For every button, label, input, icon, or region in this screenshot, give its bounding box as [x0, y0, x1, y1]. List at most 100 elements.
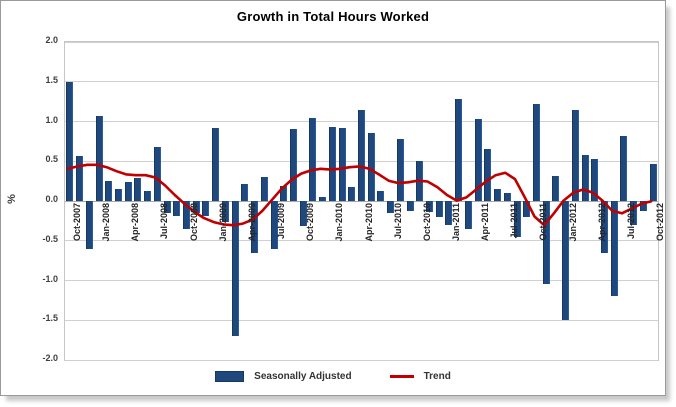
trend-line [66, 163, 653, 227]
chart-title: Growth in Total Hours Worked [236, 9, 430, 24]
y-tick-label: -0.5 [42, 233, 58, 244]
bar-Aug-2008 [163, 201, 171, 213]
bar-Feb-2009 [221, 201, 229, 222]
bar-Apr-2011 [474, 119, 482, 201]
gridline [65, 41, 658, 43]
bar-Jan-2011 [445, 201, 453, 225]
bar-Mar-2010 [348, 187, 356, 201]
y-axis-title: % [5, 194, 18, 204]
x-tick-label-Apr-2008: Apr-2008 [130, 203, 141, 242]
bar-Nov-2011 [542, 201, 550, 285]
x-tick-label-Apr-2012: Apr-2012 [596, 203, 607, 242]
bar-Dec-2007 [85, 201, 93, 249]
bar-Oct-2008 [183, 201, 191, 229]
trend-polyline [66, 163, 653, 227]
y-tick-label: -2.0 [42, 353, 58, 363]
bar-Feb-2012 [571, 109, 579, 201]
gridline [65, 319, 658, 321]
bar-Sep-2009 [289, 128, 297, 201]
bar-Nov-2009 [309, 118, 317, 201]
bar-Jan-2012 [562, 201, 570, 321]
gridline [65, 280, 658, 281]
bar-Apr-2012 [591, 158, 599, 201]
bar-Apr-2010 [358, 110, 365, 201]
y-tick-label: 1.5 [45, 74, 58, 85]
bar-Jul-2009 [270, 201, 278, 249]
bar-Aug-2009 [280, 185, 288, 201]
x-tick-label-Oct-2007: Oct-2007 [71, 203, 82, 242]
bar-Nov-2007 [76, 155, 84, 201]
bar-Jul-2010 [387, 201, 395, 213]
bar-Mar-2009 [231, 201, 239, 337]
gridline [65, 81, 658, 83]
bar-May-2009 [251, 201, 259, 253]
bar-Jan-2008 [95, 115, 103, 201]
bar-Oct-2012 [649, 163, 657, 201]
x-tick-label-Jul-2008: Jul-2008 [159, 203, 170, 240]
bar-Feb-2008 [105, 181, 113, 201]
y-tick-label: 1.0 [45, 114, 58, 125]
legend-line-swatch-icon [389, 375, 414, 378]
bar-Jun-2012 [610, 201, 618, 297]
bar-Jun-2010 [377, 190, 385, 201]
legend-bar-swatch-icon [215, 371, 245, 382]
bar-Jun-2011 [494, 189, 502, 201]
gridline [65, 240, 658, 242]
plot-area [64, 41, 659, 361]
bar-Jul-2012 [620, 135, 628, 201]
y-tick-label: -1.5 [42, 313, 58, 324]
y-tick-label: -1.0 [42, 273, 58, 284]
bar-Dec-2008 [202, 201, 210, 217]
x-tick-label-Apr-2009: Apr-2009 [246, 203, 257, 242]
x-tick-label-Jul-2010: Jul-2010 [392, 203, 403, 240]
bar-May-2010 [367, 132, 375, 201]
y-tick-label: 2.0 [45, 35, 58, 45]
x-tick-label-Jul-2009: Jul-2009 [276, 203, 286, 240]
x-tick-label-Oct-2009: Oct-2009 [305, 203, 316, 242]
legend-label-trend: Trend [423, 371, 451, 382]
bar-Jan-2009 [212, 127, 220, 201]
x-tick-label-Oct-2008: Oct-2008 [188, 203, 199, 242]
bar-Aug-2012 [630, 201, 638, 225]
bar-Jun-2009 [260, 177, 268, 201]
bar-Oct-2011 [532, 104, 540, 201]
x-tick-label-Jan-2010: Jan-2010 [334, 203, 345, 242]
bar-Oct-2009 [299, 201, 307, 227]
bar-Sep-2010 [406, 201, 414, 212]
bar-Mar-2012 [581, 154, 589, 201]
legend: Seasonally Adjusted Trend [1, 371, 665, 382]
bar-Dec-2011 [552, 175, 560, 201]
bar-Aug-2010 [396, 138, 404, 201]
bar-Jun-2008 [144, 190, 152, 201]
bar-Jan-2010 [328, 127, 336, 201]
bar-Oct-2007 [66, 81, 74, 201]
bar-Jul-2008 [153, 146, 161, 201]
y-tick-label: 0.5 [45, 154, 58, 165]
x-tick-label-Jan-2009: Jan-2009 [217, 203, 228, 242]
bar-May-2011 [484, 149, 492, 201]
bar-Feb-2010 [338, 127, 346, 201]
legend-label-seasonally-adjusted: Seasonally Adjusted [254, 371, 352, 382]
x-tick-label-Jul-2012: Jul-2012 [625, 203, 636, 240]
x-tick-label-Jan-2008: Jan-2008 [101, 203, 112, 242]
bar-Mar-2008 [114, 189, 122, 201]
bar-Dec-2010 [435, 201, 443, 217]
x-tick-label-Oct-2012: Oct-2012 [655, 203, 666, 242]
bar-Feb-2011 [455, 99, 463, 201]
bar-May-2008 [134, 177, 142, 201]
bar-Jul-2011 [503, 193, 511, 201]
x-tick-label-Apr-2010: Apr-2010 [363, 203, 374, 242]
zero-axis-line [65, 200, 658, 202]
x-tick-label-Jul-2011: Jul-2011 [509, 203, 520, 239]
bar-Nov-2008 [192, 201, 200, 213]
y-tick-label: 0.0 [45, 194, 58, 204]
gridline [65, 359, 658, 361]
bar-Sep-2012 [639, 201, 647, 211]
bar-Mar-2011 [464, 201, 472, 229]
bar-Nov-2010 [426, 201, 434, 213]
x-tick-label-Jan-2011: Jan-2011 [450, 203, 461, 242]
bar-Apr-2009 [241, 183, 249, 201]
bar-Dec-2009 [319, 197, 327, 201]
x-tick-label-Oct-2011: Oct-2011 [538, 203, 549, 241]
